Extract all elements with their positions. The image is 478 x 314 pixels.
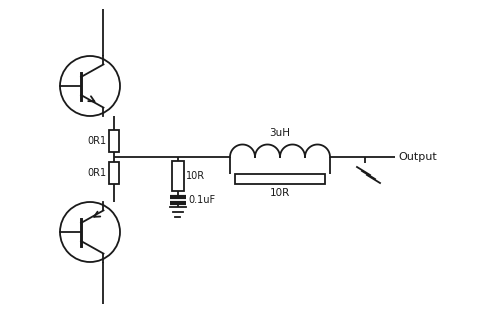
Circle shape <box>60 56 120 116</box>
Bar <box>172 161 184 191</box>
Text: 3uH: 3uH <box>270 128 291 138</box>
Text: 0.1uF: 0.1uF <box>188 195 215 205</box>
Circle shape <box>60 202 120 262</box>
Text: 0R1: 0R1 <box>88 136 107 146</box>
Bar <box>109 162 119 184</box>
Text: 0R1: 0R1 <box>88 168 107 178</box>
Text: Output: Output <box>398 152 437 162</box>
Bar <box>109 130 119 152</box>
Text: 10R: 10R <box>270 188 290 198</box>
Bar <box>235 174 325 184</box>
Text: 10R: 10R <box>186 171 205 181</box>
